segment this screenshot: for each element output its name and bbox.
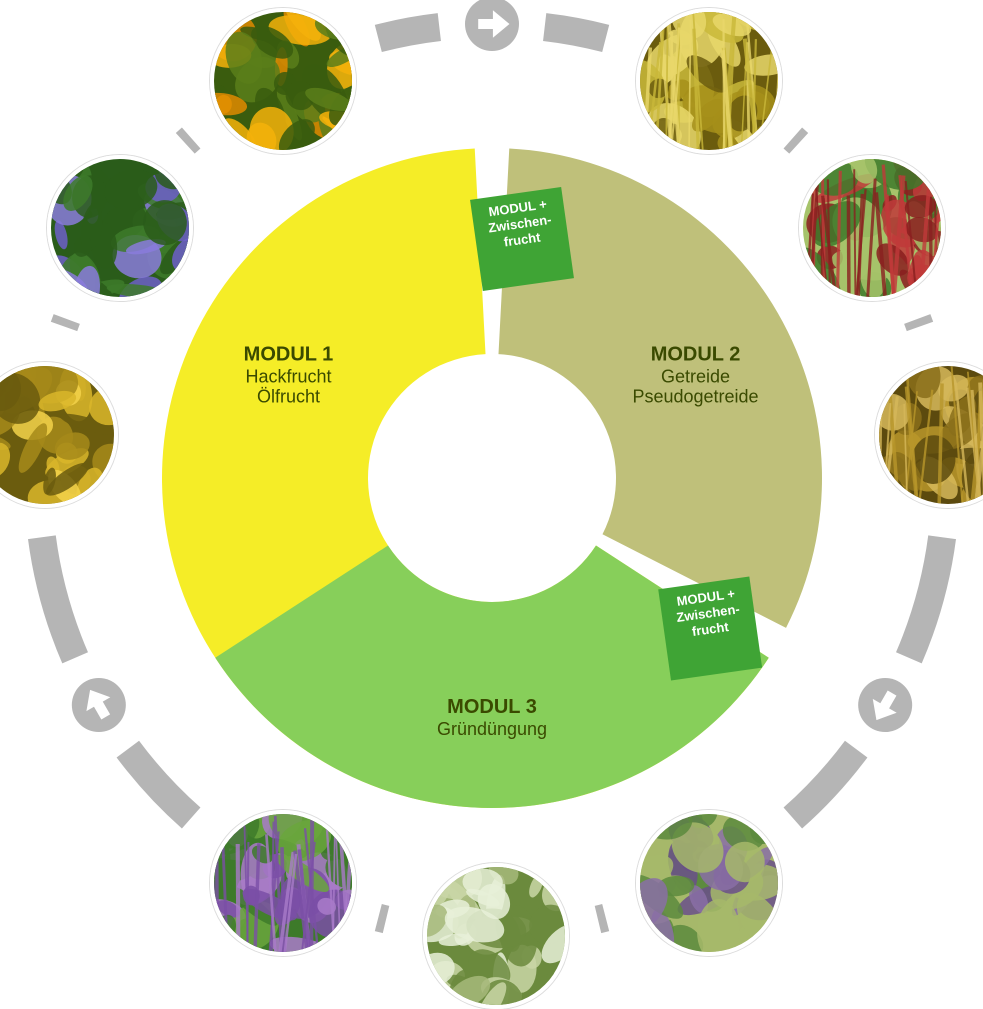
flax-thumbnail: [47, 155, 193, 301]
barley-thumbnail: [636, 8, 782, 154]
outer-ring-segment: [378, 918, 386, 920]
phacelia-thumbnail: [636, 810, 782, 956]
modul3-title: MODUL 3: [447, 696, 537, 718]
pumpkin-thumbnail: [210, 8, 356, 154]
left_up-arrow: [72, 678, 126, 732]
outer-ring-segment: [598, 918, 606, 920]
amaranth-thumbnail: [799, 155, 945, 301]
right_down-arrow: [858, 678, 912, 732]
outer-ring-segment: [909, 537, 942, 658]
outer-ring-segment: [42, 537, 75, 658]
outer-ring-segment: [545, 27, 606, 38]
outer-ring-segment: [793, 138, 799, 143]
modul2-title: MODUL 2: [651, 344, 741, 366]
top-arrow: [465, 0, 519, 51]
outer-ring-segment: [378, 27, 439, 38]
rotation-diagram: MODUL 1HackfruchtÖlfrucht MODUL 2Getreide…: [0, 0, 983, 956]
outer-ring-segment: [128, 749, 191, 818]
modul2-line-1: Pseudogetreide: [632, 387, 758, 407]
zw-top-box: MODUL +Zwischen-frucht: [470, 187, 574, 291]
modul2-line-0: Getreide: [661, 367, 730, 387]
outer-ring-segment: [793, 749, 856, 818]
modul1-line-0: Hackfrucht: [245, 367, 331, 387]
outer-ring-segment: [64, 319, 67, 326]
modul1-line-1: Ölfrucht: [257, 387, 320, 407]
zw-right-box: MODUL +Zwischen-frucht: [658, 577, 762, 681]
outer-ring-segment: [185, 138, 191, 143]
outer-ring-segment: [917, 319, 920, 326]
lupin-thumbnail: [210, 810, 356, 956]
modul3-line-0: Gründüngung: [437, 719, 547, 739]
buckwheat-thumbnail: [423, 863, 569, 1009]
modul1-title: MODUL 1: [244, 344, 334, 366]
